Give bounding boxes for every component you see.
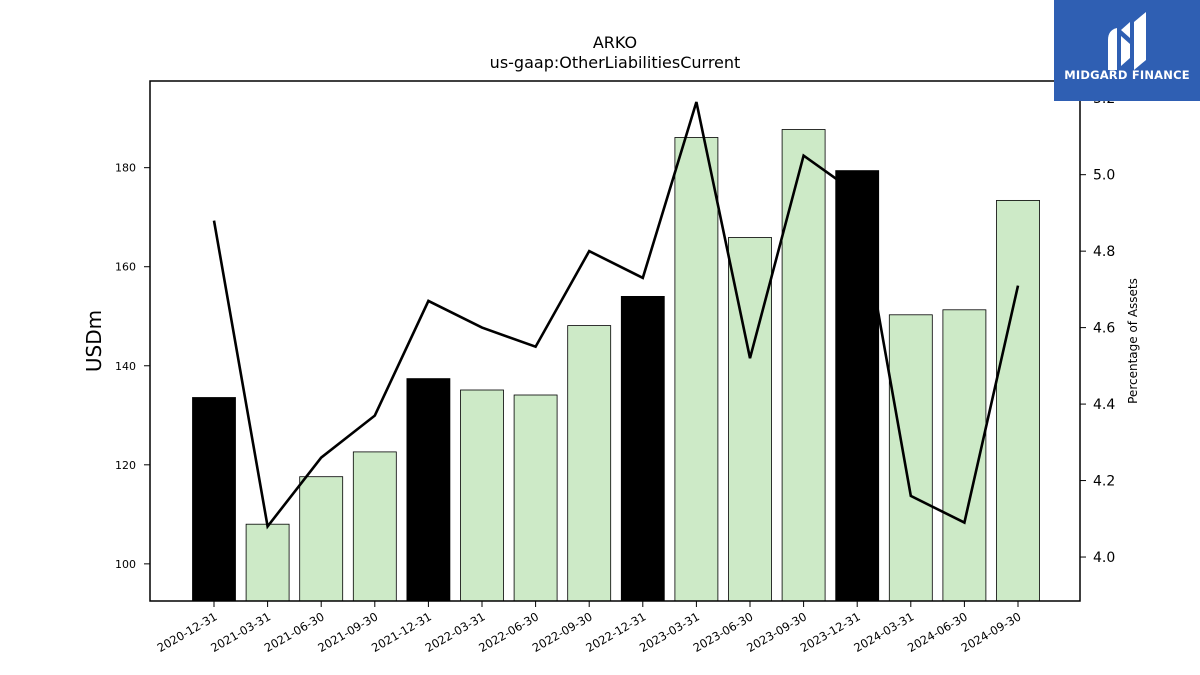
x-tick-label: 2020-12-31 <box>155 609 220 655</box>
bar-2022-09-30 <box>567 325 612 602</box>
x-tick-label: 2021-12-31 <box>369 609 434 655</box>
x-tick-label: 2021-06-30 <box>262 609 327 655</box>
x-tick-label: 2024-09-30 <box>959 609 1024 655</box>
brand-logo: MIDGARD FINANCE <box>1054 0 1200 101</box>
bar-2024-03-31 <box>888 314 933 602</box>
x-tick-label: 2022-03-31 <box>423 609 488 655</box>
bar-2024-09-30 <box>996 199 1040 602</box>
y2-tick-label: 4.6 <box>1093 321 1115 337</box>
bar-2021-03-31 <box>245 523 290 602</box>
y2-tick-label: 4.4 <box>1093 397 1115 413</box>
bar-2020-12-31 <box>192 397 236 602</box>
y2-tick-label: 5.0 <box>1093 168 1115 184</box>
plot-frame <box>149 80 1081 602</box>
x-tick-label: 2021-03-31 <box>208 609 273 655</box>
x-tick-label: 2023-03-31 <box>637 609 702 655</box>
logo-text: MIDGARD FINANCE <box>1064 68 1190 82</box>
bar-2023-06-30 <box>728 237 772 602</box>
y-tick-label: 120 <box>115 459 136 472</box>
bar-2023-03-31 <box>674 137 719 602</box>
x-tick-label: 2023-06-30 <box>691 609 756 655</box>
logo-mark-icon <box>1108 12 1146 70</box>
percentage-line <box>212 101 1020 530</box>
x-tick-label: 2022-12-31 <box>583 609 648 655</box>
bar-2023-09-30 <box>781 129 826 602</box>
bar-2021-12-31 <box>406 378 451 602</box>
y-axis-label: USDm <box>82 310 106 372</box>
y2-tick-label: 4.0 <box>1093 550 1115 566</box>
bar-2022-06-30 <box>513 394 558 602</box>
bar-group <box>192 129 1040 602</box>
y-tick-label: 180 <box>115 162 136 175</box>
x-tick-label: 2022-09-30 <box>530 609 595 655</box>
x-tick-label: 2022-06-30 <box>476 609 541 655</box>
y-tick-label: 140 <box>115 360 136 373</box>
chart-subtitle: us-gaap:OtherLiabilitiesCurrent <box>490 53 741 72</box>
x-tick-label: 2023-09-30 <box>744 609 809 655</box>
line-layer <box>212 101 1020 530</box>
x-tick-label: 2024-03-31 <box>851 609 916 655</box>
chart-title: ARKO <box>593 33 637 52</box>
y-tick-label: 100 <box>115 558 136 571</box>
bar-2022-12-31 <box>620 295 665 602</box>
y2-axis-label: Percentage of Assets <box>1126 278 1140 404</box>
x-tick-label: 2021-09-30 <box>315 609 380 655</box>
bar-2021-06-30 <box>299 476 344 602</box>
y-tick-label: 160 <box>115 261 136 274</box>
y2-tick-label: 4.2 <box>1093 474 1115 490</box>
y2-tick-label: 4.8 <box>1093 244 1115 260</box>
bar-2022-03-31 <box>460 389 504 602</box>
x-tick-label: 2023-12-31 <box>798 609 863 655</box>
bar-2021-09-30 <box>352 451 397 602</box>
x-tick-label: 2024-06-30 <box>905 609 970 655</box>
bar-2023-12-31 <box>835 170 880 602</box>
